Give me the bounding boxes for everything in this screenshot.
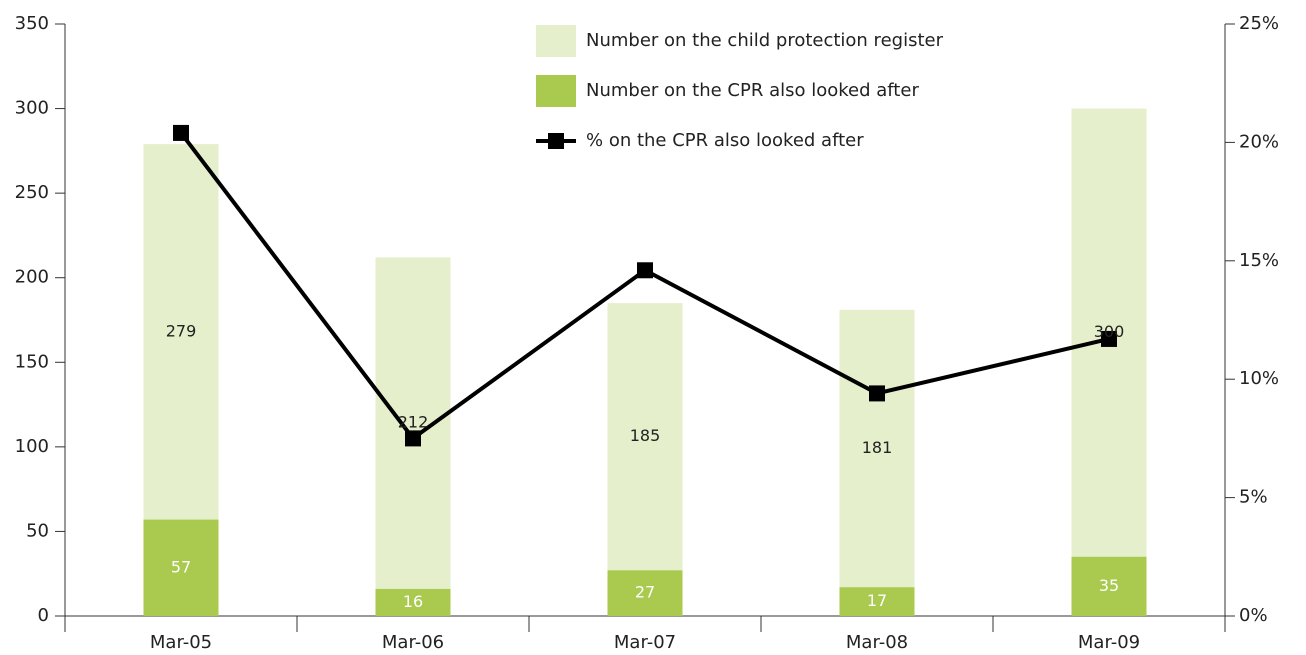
y-tick-label: 250 [15,182,49,203]
y-tick-label: 100 [15,436,49,457]
bar [607,303,683,616]
data-label: 17 [867,591,887,610]
data-label: 212 [398,413,429,432]
legend-swatch [536,75,576,107]
bar [143,519,219,616]
y-tick-label: 200 [15,267,49,288]
legend-swatch [536,25,576,57]
bar [1071,108,1147,617]
y-tick-label: 300 [15,98,49,119]
bar [375,588,451,616]
x-tick-label: Mar-05 [150,632,212,653]
legend-marker [548,133,564,149]
y-tick-label: 350 [15,13,49,34]
y2-tick-label: 5% [1239,487,1268,508]
x-tick-label: Mar-08 [846,632,908,653]
legend-label: Number on the child protection register [586,30,944,51]
data-label: 57 [171,557,191,576]
line-marker [173,124,189,141]
bar [839,587,915,616]
y2-tick-label: 25% [1239,13,1279,34]
bar [839,309,915,616]
data-label: 185 [630,426,661,445]
data-label: 27 [635,583,655,602]
x-tick-label: Mar-07 [614,632,676,653]
line-marker [869,385,885,402]
bar [607,570,683,616]
x-tick-label: Mar-06 [382,632,444,653]
data-label: 279 [166,321,197,340]
y-tick-label: 0 [38,605,49,626]
y2-tick-label: 15% [1239,250,1279,271]
y2-tick-label: 20% [1239,131,1279,152]
data-label: 300 [1094,322,1125,341]
line-marker [1101,330,1117,347]
y2-tick-label: 10% [1239,368,1279,389]
data-label: 181 [862,438,893,457]
legend-label: Number on the CPR also looked after [586,80,919,101]
x-tick-label: Mar-09 [1078,632,1140,653]
line-marker [405,430,421,447]
y2-tick-label: 0% [1239,605,1268,626]
data-label: 35 [1099,576,1119,595]
data-label: 16 [403,592,423,611]
line-marker [637,262,653,279]
bar [1071,556,1147,616]
y-tick-label: 50 [26,520,49,541]
y-tick-label: 150 [15,351,49,372]
legend-label: % on the CPR also looked after [586,130,864,151]
